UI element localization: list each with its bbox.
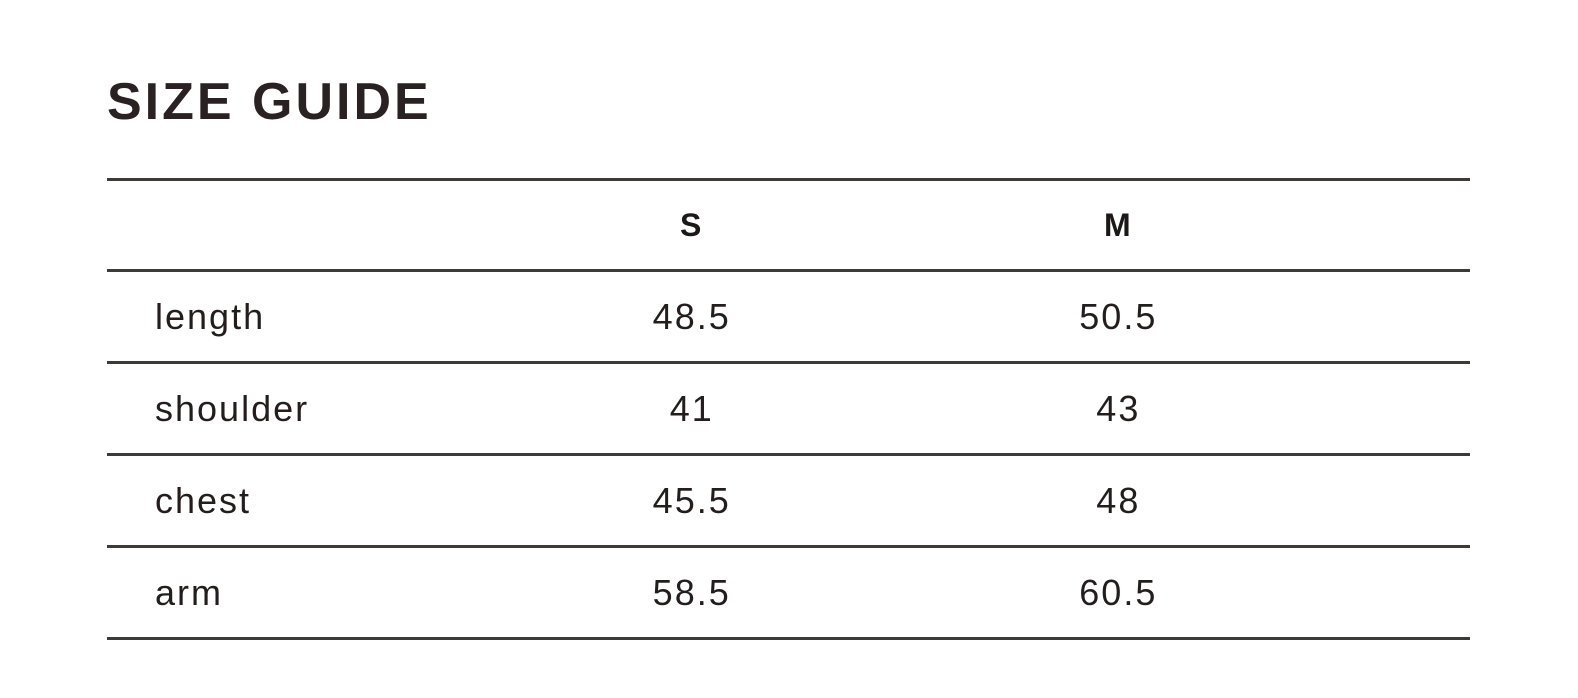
row-spacer-cell	[1309, 271, 1470, 363]
header-spacer-cell	[1309, 180, 1470, 271]
row-label-arm: arm	[155, 571, 223, 613]
column-header-s: S	[680, 206, 704, 243]
value-chest-m: 48	[1096, 479, 1141, 521]
row-spacer-cell	[1309, 363, 1470, 455]
row-label-chest: chest	[155, 479, 252, 521]
value-length-s: 48.5	[652, 295, 731, 337]
value-shoulder-m: 43	[1096, 387, 1141, 429]
value-chest-s: 45.5	[652, 479, 731, 521]
row-label-shoulder: shoulder	[155, 387, 310, 429]
table-row-arm: arm 58.5 60.5	[107, 547, 1470, 639]
value-shoulder-s: 41	[669, 387, 714, 429]
row-spacer-cell	[1309, 455, 1470, 547]
value-length-m: 50.5	[1079, 295, 1158, 337]
value-arm-m: 60.5	[1079, 571, 1158, 613]
page-title: SIZE GUIDE	[107, 73, 432, 131]
table-header-row: S M	[107, 180, 1470, 271]
value-arm-s: 58.5	[652, 571, 731, 613]
table-row-shoulder: shoulder 41 43	[107, 363, 1470, 455]
column-header-m: M	[1104, 206, 1133, 243]
size-guide-table: S M length 48.5 50.5 shoulder 41 43 ches…	[107, 178, 1470, 640]
row-label-length: length	[155, 295, 266, 337]
table-row-chest: chest 45.5 48	[107, 455, 1470, 547]
header-empty-cell	[107, 180, 456, 271]
table-row-length: length 48.5 50.5	[107, 271, 1470, 363]
row-spacer-cell	[1309, 547, 1470, 639]
